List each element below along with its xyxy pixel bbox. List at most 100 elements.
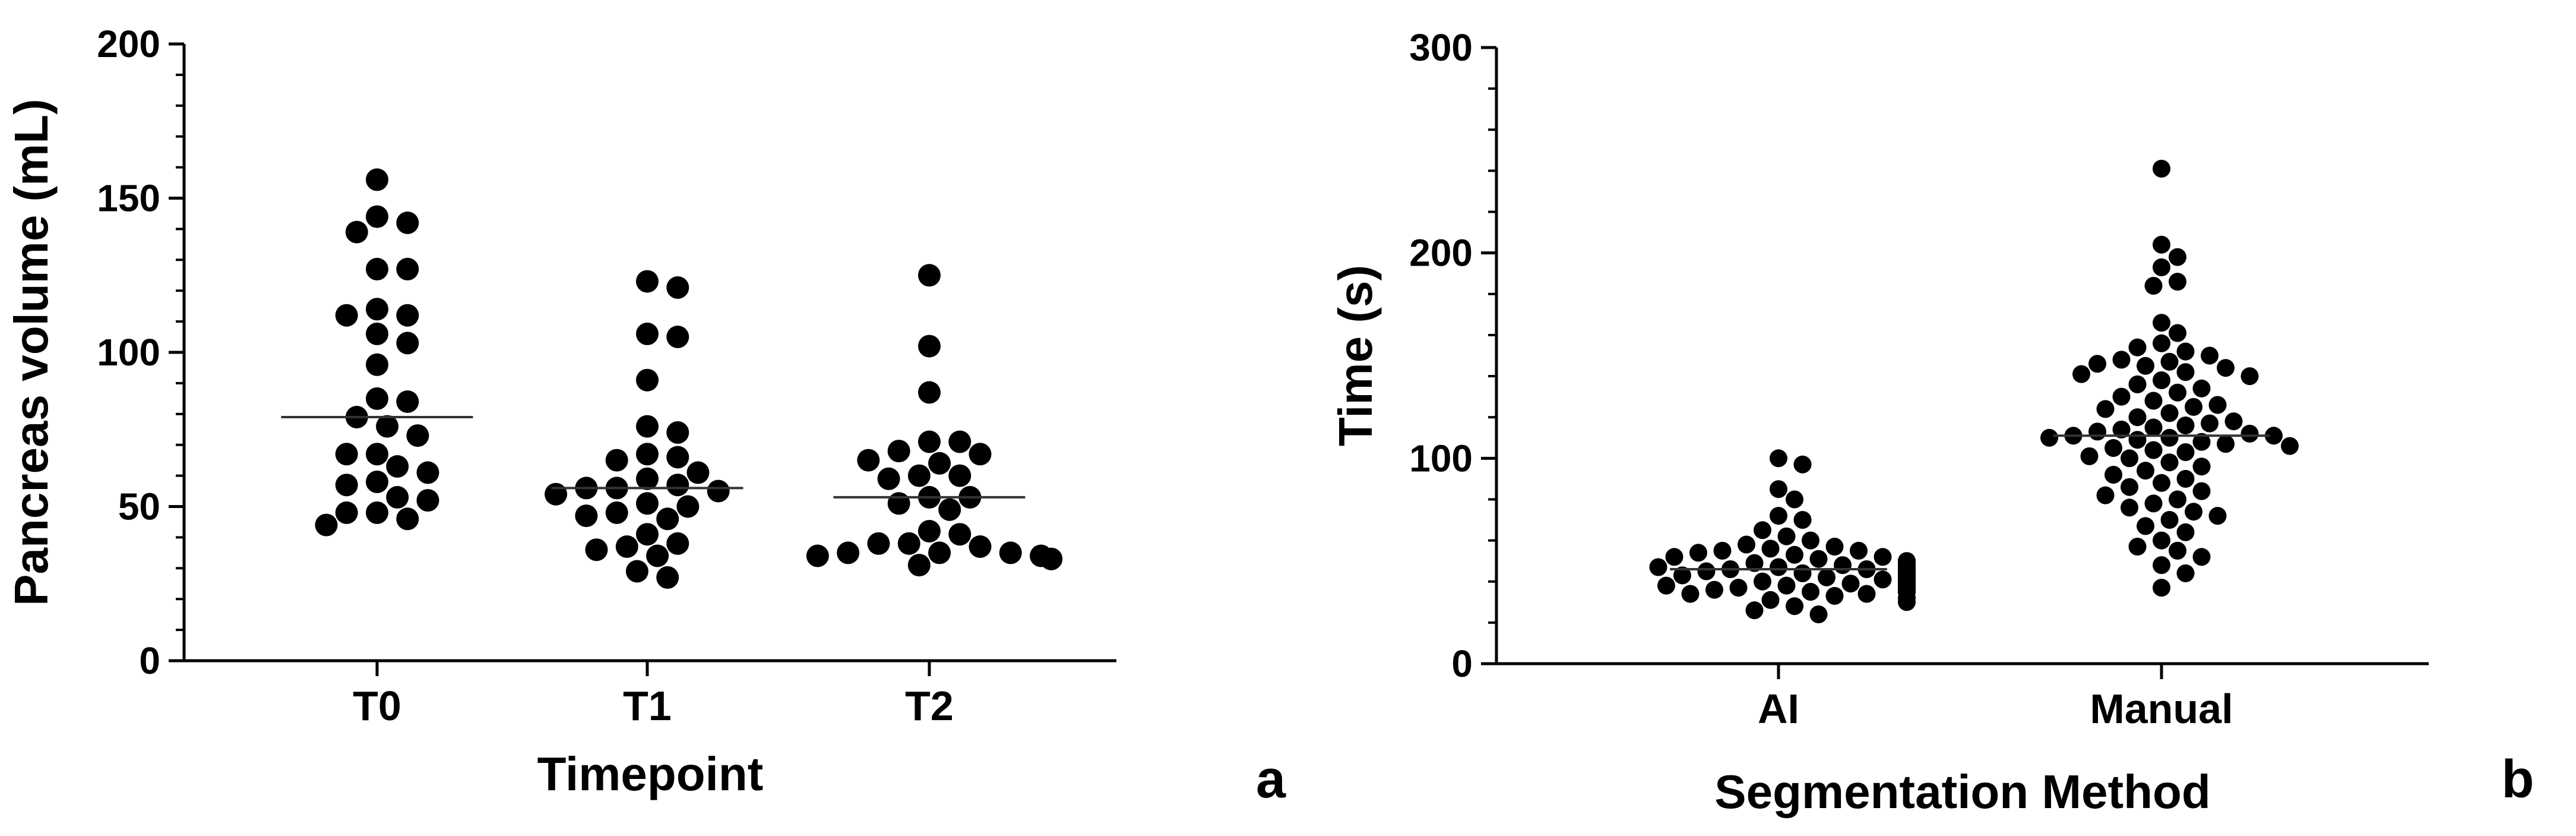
data-point <box>1850 541 1868 560</box>
data-point <box>806 544 829 567</box>
data-point <box>857 449 880 472</box>
data-point <box>646 544 669 567</box>
data-point <box>335 501 358 524</box>
data-point <box>2192 482 2211 500</box>
data-point <box>2160 428 2179 447</box>
data-point <box>615 535 638 558</box>
panel-letter: b <box>2502 750 2534 809</box>
y-tick-label: 100 <box>1409 437 1473 479</box>
data-point <box>2144 441 2163 459</box>
data-point <box>2160 453 2179 472</box>
data-point <box>1841 575 1860 593</box>
data-point <box>1793 511 1812 529</box>
data-point <box>1754 572 1771 591</box>
data-point <box>2128 538 2147 556</box>
panel-letter: a <box>1256 750 1286 809</box>
data-point <box>2240 367 2259 386</box>
data-point <box>1754 521 1771 540</box>
data-point <box>1770 480 1787 499</box>
data-point <box>1770 558 1787 576</box>
data-point <box>1898 593 1916 611</box>
data-point <box>386 455 409 478</box>
data-point <box>2208 396 2227 414</box>
data-point <box>2072 365 2090 383</box>
data-point <box>1809 605 1828 623</box>
data-point <box>396 304 419 327</box>
data-point <box>907 464 931 487</box>
data-point <box>867 532 890 555</box>
data-point <box>2153 474 2170 492</box>
data-point <box>918 430 941 453</box>
data-point <box>1825 586 1844 605</box>
data-point <box>386 485 409 509</box>
data-point <box>666 474 689 497</box>
y-tick-label: 100 <box>97 331 160 374</box>
data-point <box>1665 548 1683 566</box>
data-point <box>2201 414 2219 433</box>
data-point <box>636 322 659 345</box>
data-point <box>376 415 399 438</box>
data-point <box>918 381 941 404</box>
data-point <box>2185 398 2202 416</box>
data-point <box>2153 159 2170 178</box>
y-axis-title: Pancreas volume (mL) <box>5 99 58 606</box>
data-point <box>2176 523 2195 541</box>
data-point <box>366 168 388 191</box>
data-point <box>2160 511 2179 529</box>
x-axis-title: Timepoint <box>537 747 764 800</box>
data-point <box>366 443 388 466</box>
data-point <box>1786 490 1803 509</box>
data-point <box>2121 499 2138 517</box>
data-point <box>948 430 971 453</box>
data-point <box>2137 462 2154 480</box>
data-point <box>396 257 419 280</box>
data-point <box>928 541 951 564</box>
data-point <box>1761 540 1780 558</box>
data-point <box>2128 375 2147 393</box>
data-point <box>1834 556 1852 575</box>
data-point <box>575 504 598 528</box>
data-point <box>1745 601 1764 620</box>
y-axis-title: Time (s) <box>1329 265 1382 446</box>
data-point <box>2153 235 2170 254</box>
data-point <box>2192 379 2211 398</box>
data-point <box>2096 486 2115 504</box>
data-point <box>2080 447 2099 465</box>
data-point <box>636 523 659 546</box>
data-point <box>2176 469 2195 488</box>
data-point <box>366 387 388 410</box>
data-point <box>1040 547 1063 570</box>
data-point <box>2224 412 2243 431</box>
data-point <box>887 492 910 515</box>
data-point <box>2265 427 2283 445</box>
data-point <box>2121 478 2138 496</box>
data-point <box>2153 258 2170 276</box>
data-point <box>2137 357 2154 375</box>
y-tick-label: 0 <box>139 639 160 682</box>
data-point <box>1777 527 1796 545</box>
y-tick-label: 200 <box>97 23 160 65</box>
data-point <box>897 532 920 555</box>
data-point <box>396 390 419 413</box>
data-point <box>1689 544 1707 562</box>
data-point <box>366 471 388 493</box>
data-point <box>366 322 388 345</box>
data-point <box>2281 437 2299 455</box>
data-point <box>396 212 419 234</box>
data-point <box>1729 579 1748 597</box>
y-tick-label: 300 <box>1409 26 1473 69</box>
data-point <box>1786 597 1803 616</box>
data-point <box>1770 507 1787 525</box>
data-point <box>2217 359 2235 377</box>
data-point <box>315 513 338 537</box>
x-category-label: Manual <box>2090 686 2233 732</box>
data-point <box>366 298 388 321</box>
data-point <box>938 498 961 521</box>
data-point <box>948 464 971 487</box>
data-point <box>2153 314 2170 332</box>
data-point <box>2040 428 2058 447</box>
data-point <box>707 479 730 503</box>
data-point <box>2144 418 2163 437</box>
data-point <box>887 440 910 463</box>
